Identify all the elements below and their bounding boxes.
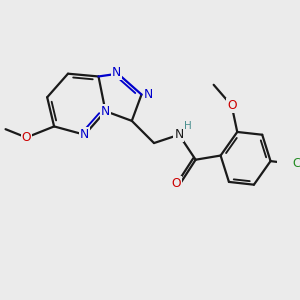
Text: O: O xyxy=(227,99,236,112)
Text: N: N xyxy=(80,128,89,141)
Text: H: H xyxy=(184,122,192,131)
Text: N: N xyxy=(101,105,110,118)
Text: N: N xyxy=(144,88,153,101)
Text: Cl: Cl xyxy=(292,158,300,170)
Text: O: O xyxy=(171,177,181,190)
Text: N: N xyxy=(112,66,121,79)
Text: N: N xyxy=(174,128,184,141)
Text: O: O xyxy=(22,131,31,144)
